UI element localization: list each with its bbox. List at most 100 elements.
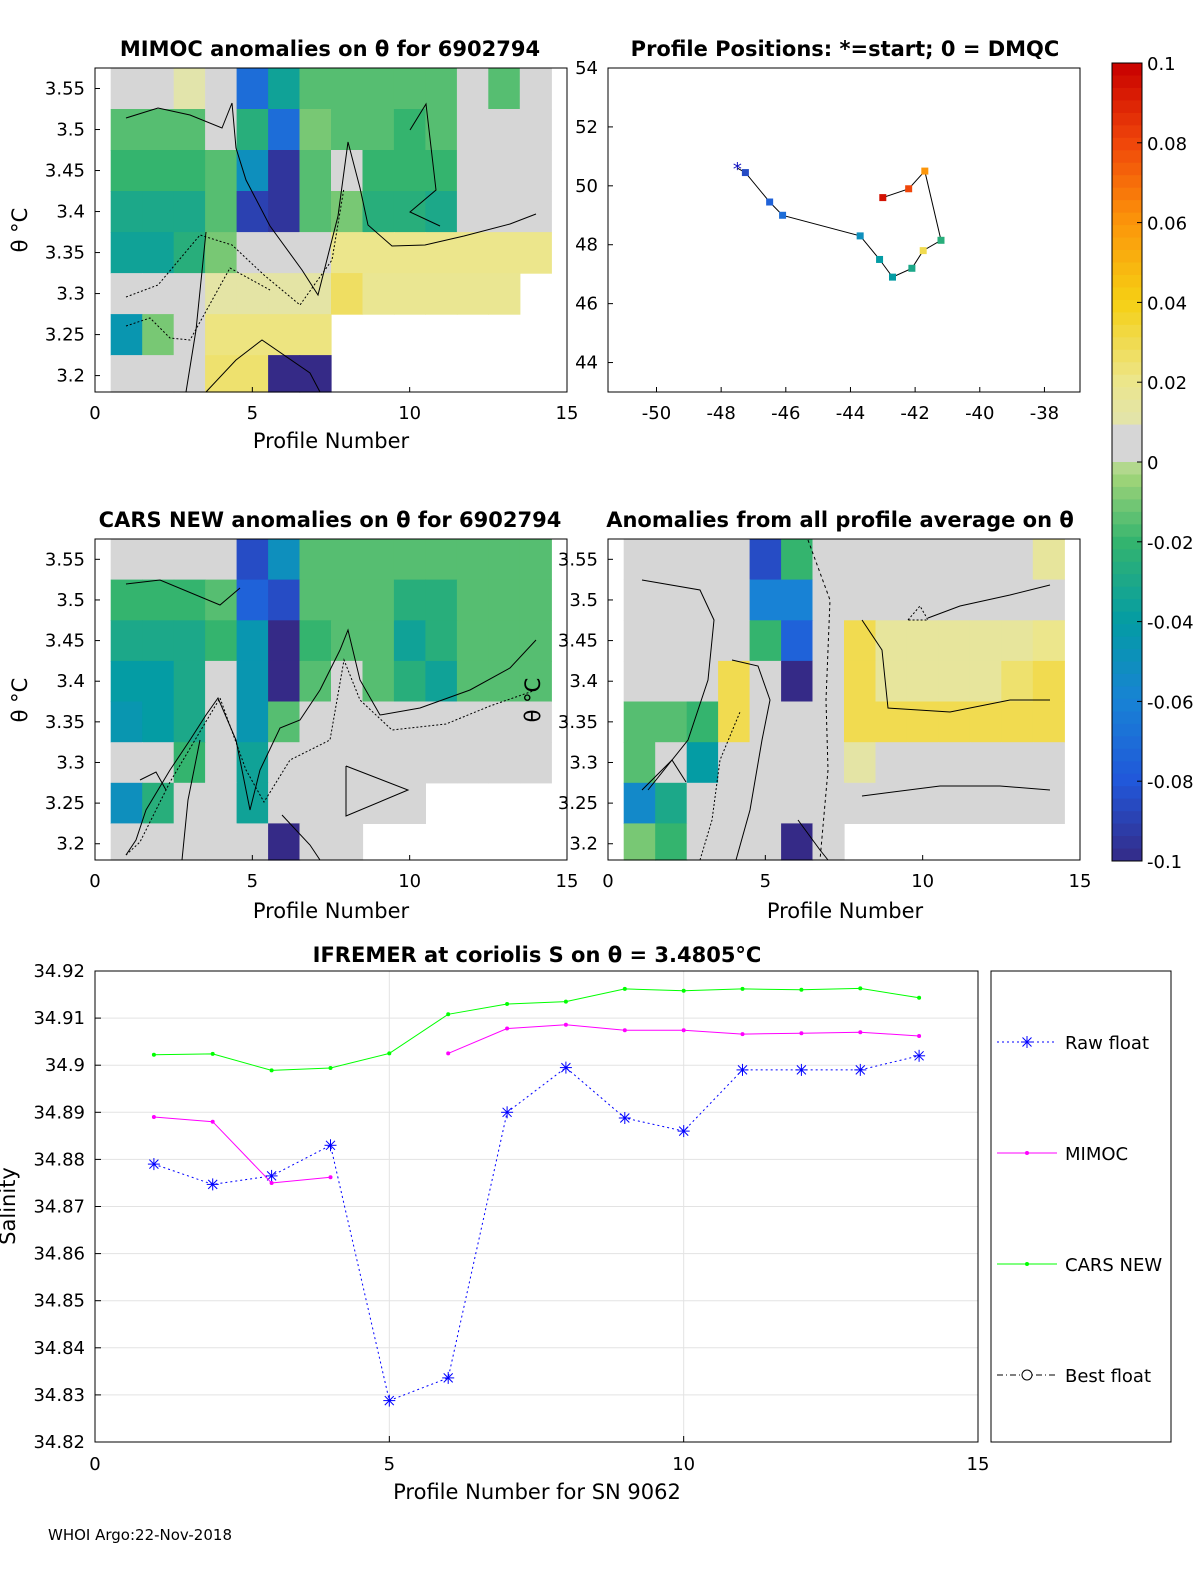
mimoc-cell <box>268 150 301 192</box>
cars-cell <box>425 539 458 581</box>
anom-cell <box>781 823 814 861</box>
cars-cell <box>236 620 269 662</box>
colorbar-swatch <box>1112 312 1142 326</box>
cars-cell <box>456 660 489 703</box>
positions-ytick-label: 46 <box>575 294 598 315</box>
raw-float-marker-stroke <box>678 1126 689 1136</box>
cars-cell <box>299 579 332 621</box>
mimoc-cell <box>205 68 238 110</box>
average-anomaly-title: Anomalies from all profile average on θ <box>606 508 1074 532</box>
colorbar-swatch <box>1112 549 1142 563</box>
anom-cell <box>718 620 751 662</box>
colorbar-tick-label: 0.02 <box>1147 373 1187 394</box>
salinity-ytick-label: 34.84 <box>33 1338 85 1359</box>
anom-ytick-label: 3.4 <box>569 671 598 692</box>
cars-cell <box>110 620 143 662</box>
mimoc-cell <box>331 150 364 192</box>
raw-float-marker <box>736 1063 749 1076</box>
cars-cell <box>142 823 175 861</box>
mimoc-marker <box>799 1031 804 1036</box>
anom-cell <box>749 620 782 662</box>
mimoc-cell <box>142 314 175 356</box>
mimoc-cell <box>142 150 175 192</box>
anom-cell <box>718 579 751 621</box>
raw-float-marker <box>324 1139 337 1152</box>
anom-cell <box>875 742 908 784</box>
salinity-ytick-label: 34.87 <box>33 1197 85 1218</box>
cars-cell <box>173 620 206 662</box>
anom-cell <box>1001 742 1034 784</box>
anom-cell <box>844 620 877 662</box>
colorbar-swatch <box>1112 100 1142 114</box>
anom-cell <box>749 539 782 581</box>
mimoc-cell <box>488 232 521 274</box>
cars-cell <box>331 782 364 824</box>
mimoc-cell <box>268 232 301 274</box>
mimoc-cell <box>331 109 364 151</box>
salinity-ylabel: Salinity <box>0 1167 20 1245</box>
raw-float-marker <box>501 1106 514 1119</box>
salinity-ytick-label: 34.89 <box>33 1102 85 1123</box>
mimoc-cell <box>173 150 206 192</box>
raw-float-marker-stroke <box>502 1107 512 1118</box>
cars-cell <box>142 579 175 621</box>
cars-new-marker <box>740 986 745 991</box>
mimoc-cell <box>236 68 269 110</box>
anom-cell <box>623 660 656 703</box>
cars-cell <box>299 660 332 703</box>
cars-cell <box>142 660 175 703</box>
cars-cell <box>205 782 238 824</box>
mimoc-marker <box>858 1030 863 1035</box>
cars-new-marker <box>387 1051 392 1056</box>
mimoc-cell <box>236 273 269 315</box>
cars-new-marker <box>210 1051 215 1056</box>
anom-cell <box>718 742 751 784</box>
profile-position-point <box>879 194 887 202</box>
anom-cell <box>686 823 719 861</box>
salinity-legend: Raw float MIMOC CARS NEW Best float <box>990 970 1172 1443</box>
mimoc-marker <box>681 1028 686 1033</box>
salinity-ytick-label: 34.91 <box>33 1008 85 1029</box>
legend-cars-new-marker <box>1025 1262 1029 1266</box>
anom-cell <box>844 660 877 703</box>
mimoc-ylabel: θ °C <box>8 208 32 253</box>
anom-cell <box>938 701 971 743</box>
colorbar-swatch <box>1112 686 1142 700</box>
cars-cell <box>331 701 364 743</box>
mimoc-cell <box>268 314 301 356</box>
anom-cell <box>1032 701 1065 743</box>
cars-new-marker <box>328 1066 333 1070</box>
cars-cell <box>519 620 552 662</box>
colorbar-swatch <box>1112 649 1142 662</box>
legend-cars-new-label: CARS NEW <box>1065 1255 1162 1276</box>
cars-cell <box>205 660 238 703</box>
anom-cell <box>686 620 719 662</box>
raw-float-marker <box>265 1169 278 1182</box>
colorbar-swatch <box>1112 736 1142 750</box>
anom-cell <box>1001 620 1034 662</box>
anom-cell <box>686 579 719 621</box>
profile-position-point <box>905 185 913 193</box>
anom-cell <box>875 579 908 621</box>
cars-cell <box>488 660 521 703</box>
cars-ytick-label: 3.35 <box>45 712 85 733</box>
mimoc-cell <box>205 109 238 151</box>
colorbar-swatch <box>1112 723 1142 737</box>
cars-cell <box>142 539 175 581</box>
legend-raw-float-marker-stroke <box>1022 1037 1032 1047</box>
positions-ytick-label: 52 <box>575 117 598 138</box>
anom-xtick-label: 5 <box>760 871 771 892</box>
legend-mimoc-label: MIMOC <box>1065 1144 1128 1165</box>
mimoc-cell <box>173 232 206 274</box>
anom-cell <box>938 539 971 581</box>
raw-float-marker-stroke <box>796 1065 807 1075</box>
profile-position-point <box>888 273 896 281</box>
positions-xtick-label: -44 <box>836 403 865 424</box>
cars-cell <box>142 701 175 743</box>
anom-cell <box>781 701 814 743</box>
anom-cell <box>812 701 845 743</box>
mimoc-cell <box>393 273 426 315</box>
colorbar-swatch <box>1112 162 1142 176</box>
anom-cell <box>749 782 782 824</box>
colorbar-tick-label: 0 <box>1147 453 1158 474</box>
